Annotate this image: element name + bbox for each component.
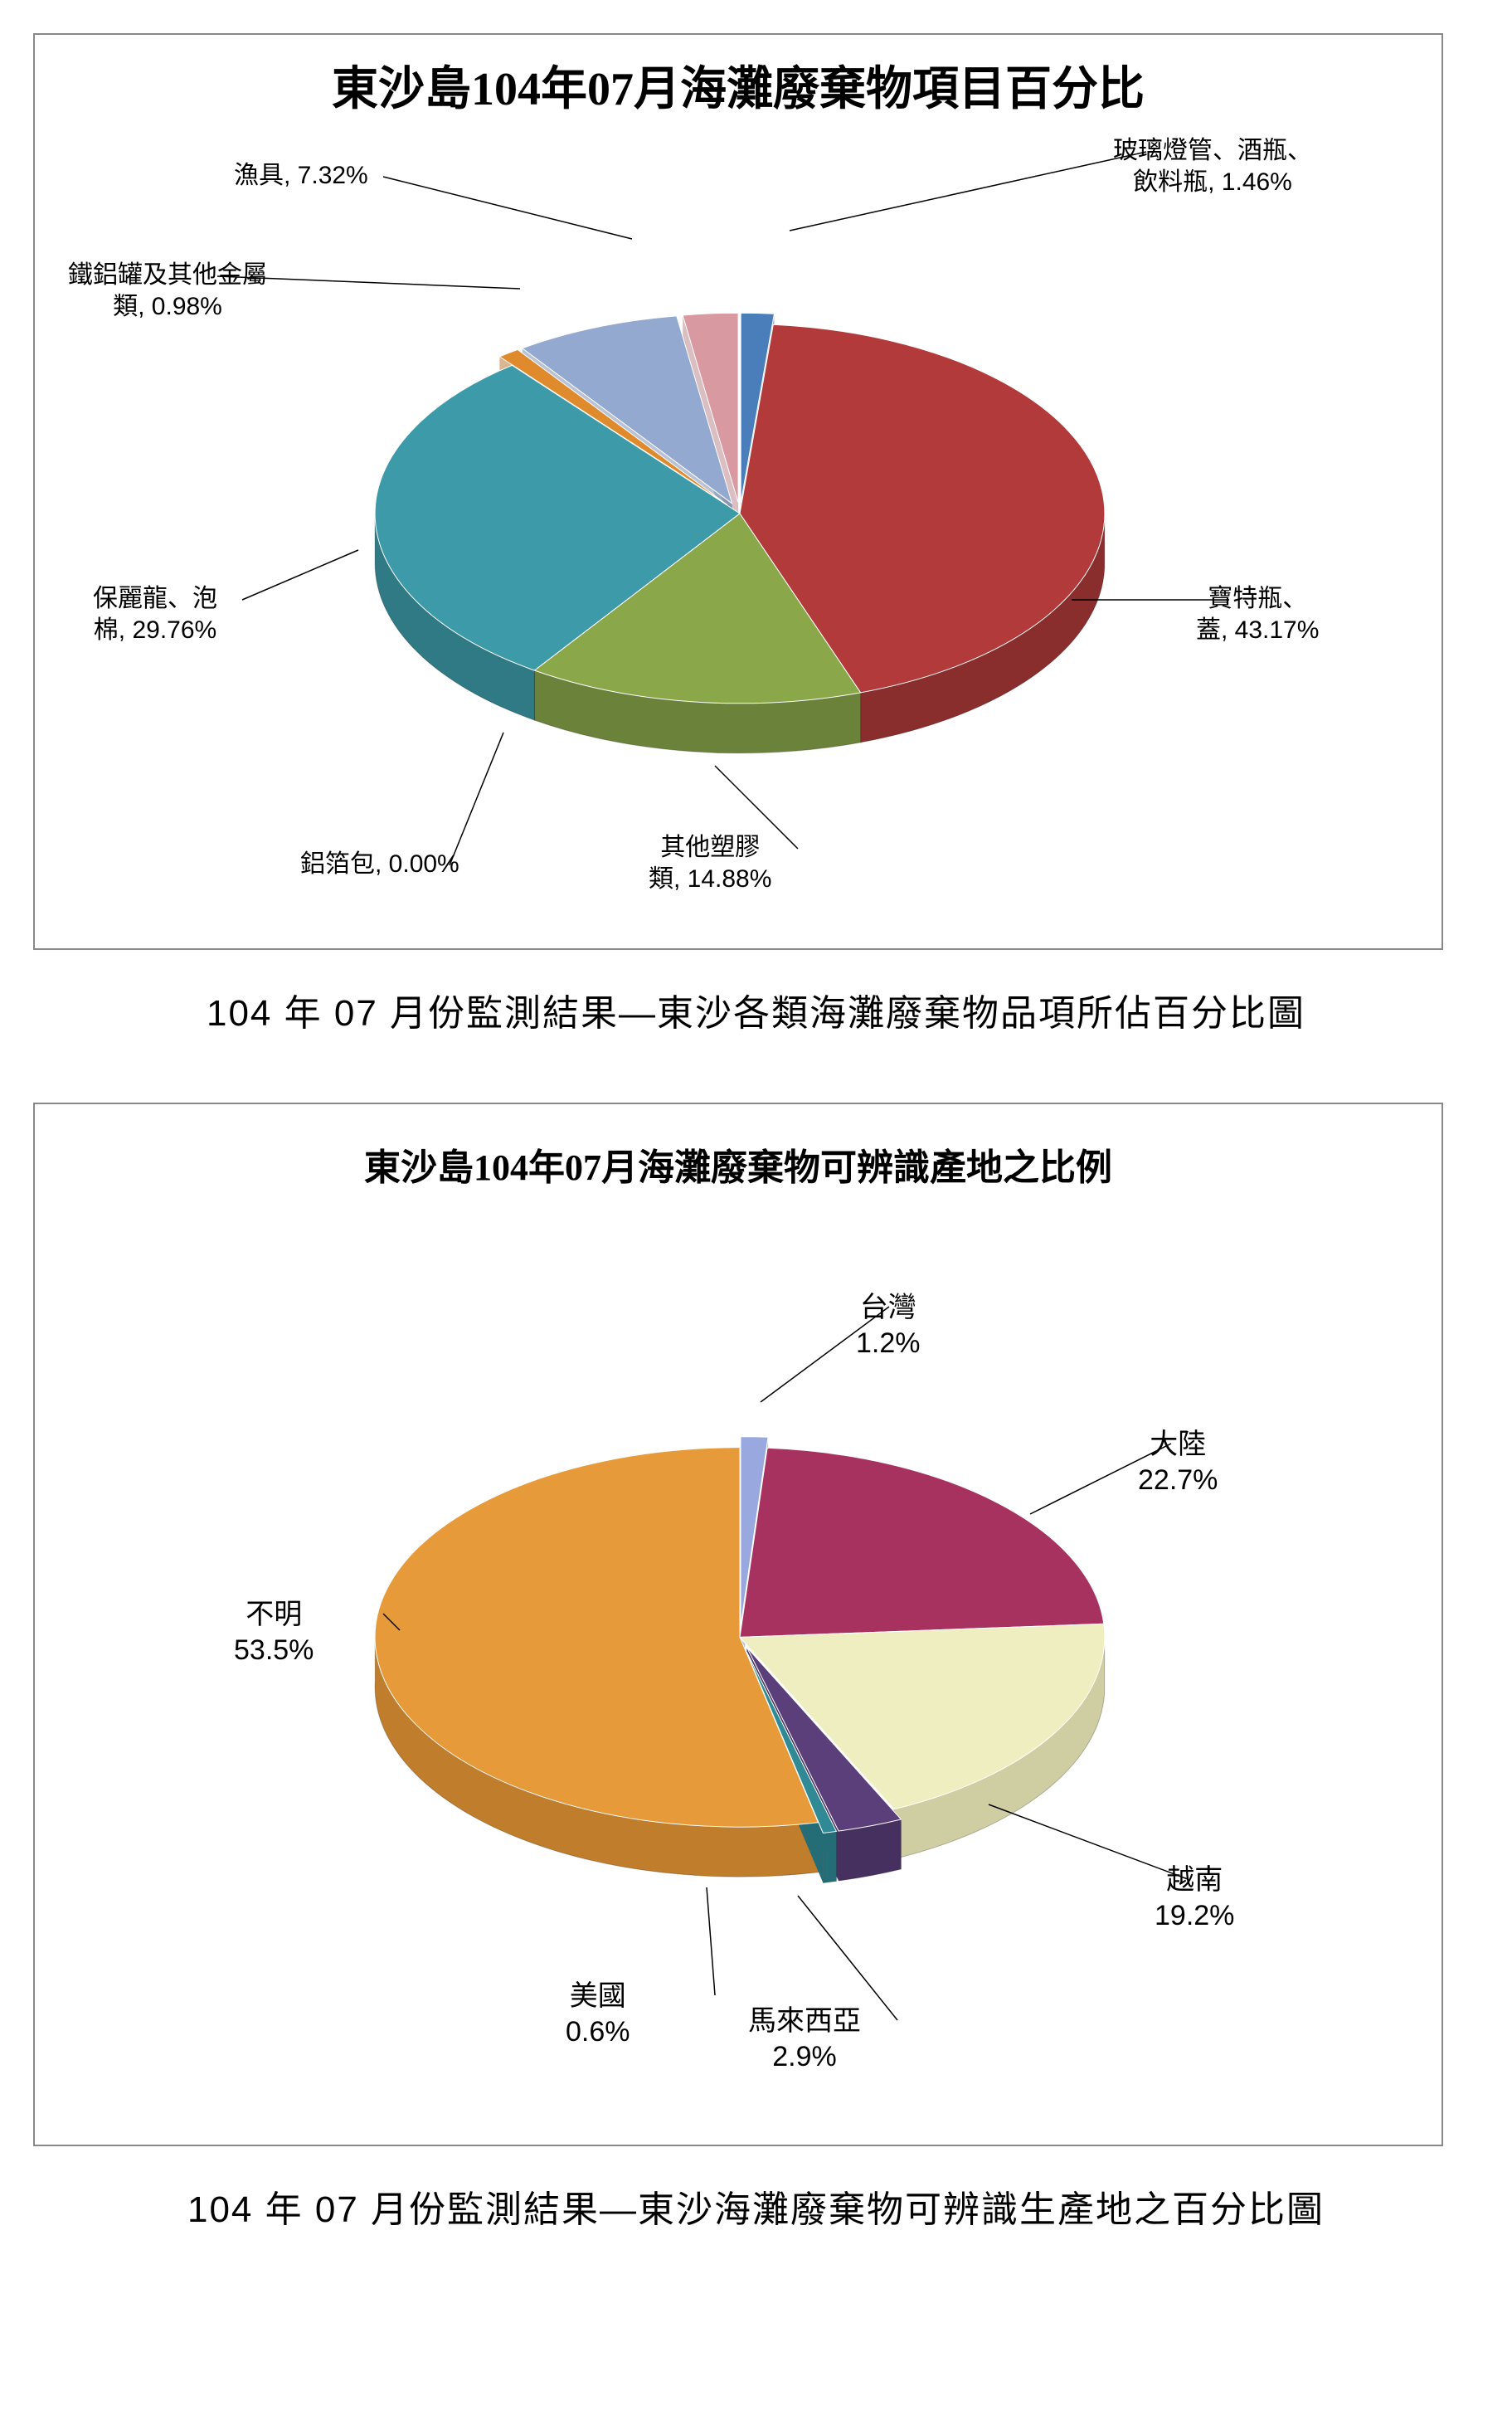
pie-label: 玻璃燈管、酒瓶、 飲料瓶, 1.46%: [1113, 135, 1312, 197]
pie-label: 台灣 1.2%: [856, 1290, 921, 1361]
pie-label: 其他塑膠 類, 14.88%: [649, 832, 771, 894]
pie-label: 漁具, 7.32%: [234, 160, 368, 192]
chart1-pie-area: 玻璃燈管、酒瓶、 飲料瓶, 1.46% 寶特瓶、 蓋, 43.17% 其他塑膠 類,…: [51, 135, 1428, 923]
pie-label: 保麗龍、泡 棉, 29.76%: [93, 583, 217, 645]
pie-label: 大陸 22.7%: [1138, 1427, 1218, 1497]
leader-line: [383, 177, 632, 239]
pie-label: 寶特瓶、 蓋, 43.17%: [1196, 583, 1319, 645]
pie-slice-top: [740, 1448, 1104, 1637]
pie-label: 馬來西亞 2.9%: [748, 2004, 861, 2074]
chart2-frame: 東沙島104年07月海灘廢棄物可辨識產地之比例 台灣 1.2% 大陸 22.7% 越…: [33, 1103, 1443, 2146]
leader-line: [798, 1896, 897, 2020]
pie-label: 鐵鋁罐及其他金屬 類, 0.98%: [68, 260, 267, 322]
leader-line: [242, 550, 358, 600]
chart1-frame: 東沙島104年07月海灘廢棄物項目百分比 玻璃燈管、酒瓶、 飲料瓶, 1.46%…: [33, 33, 1443, 950]
chart2-pie-area: 台灣 1.2% 大陸 22.7% 越南 19.2% 馬來西亞 2.9% 美國 0.6% 不…: [51, 1207, 1428, 2103]
chart1-caption: 104 年 07 月份監測結果—東沙各類海灘廢棄物品項所佔百分比圖: [33, 983, 1479, 1036]
pie-label: 美國 0.6%: [566, 1979, 630, 2049]
pie-label: 鋁箔包, 0.00%: [300, 849, 459, 880]
pie-label: 不明 53.5%: [234, 1597, 314, 1668]
chart1-title: 東沙島104年07月海灘廢棄物項目百分比: [51, 51, 1425, 119]
leader-line: [450, 733, 503, 865]
pie-label: 越南 19.2%: [1155, 1863, 1234, 1933]
chart2-caption: 104 年 07 月份監測結果—東沙海灘廢棄物可辨識生產地之百分比圖: [33, 2179, 1479, 2233]
leader-line: [790, 152, 1146, 231]
leader-line: [707, 1887, 715, 1995]
pie-svg: [51, 135, 1428, 923]
chart2-title: 東沙島104年07月海灘廢棄物可辨識產地之比例: [51, 1137, 1425, 1191]
